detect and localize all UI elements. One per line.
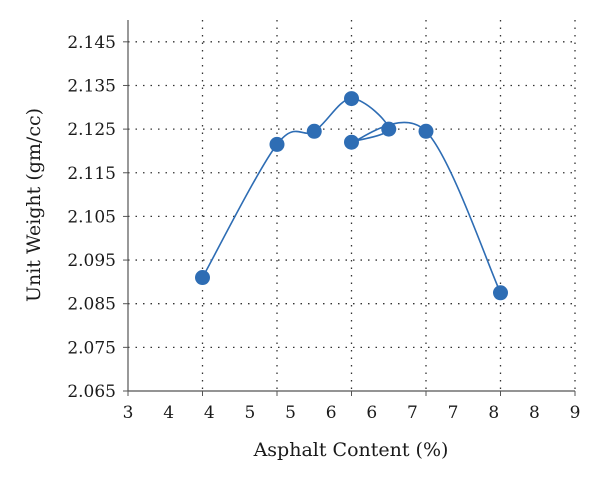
y-tick-label: 2.115 xyxy=(67,164,116,184)
y-tick-labels: 2.065 2.075 2.085 2.095 2.105 2.115 2.125 2.135… xyxy=(67,33,116,402)
x-tick-label: 3 xyxy=(123,403,134,423)
x-tick-label: 5 xyxy=(285,403,296,423)
axes-layer xyxy=(123,20,576,396)
data-point xyxy=(306,123,322,139)
x-tick-label: 5 xyxy=(244,403,255,423)
y-tick-label: 2.085 xyxy=(67,295,116,315)
series-line-layer xyxy=(201,97,502,294)
y-tick-label: 2.125 xyxy=(67,120,116,140)
data-point xyxy=(195,270,210,286)
data-point xyxy=(493,285,508,301)
x-tick-label: 8 xyxy=(529,403,540,423)
data-point xyxy=(344,91,359,107)
data-points xyxy=(195,91,508,301)
y-axis-title: Unit Weight (gm/cc) xyxy=(23,108,45,302)
x-tick-label: 6 xyxy=(326,403,337,423)
x-tick-label: 7 xyxy=(407,403,418,423)
y-tick-label: 2.075 xyxy=(67,338,116,358)
y-tick-label: 2.135 xyxy=(67,76,116,96)
y-tick-label: 2.095 xyxy=(67,251,116,271)
data-point xyxy=(269,136,285,152)
x-tick-label: 4 xyxy=(204,403,215,423)
y-tick-label: 2.145 xyxy=(67,33,116,53)
series-line xyxy=(201,97,502,294)
x-tick-label: 6 xyxy=(366,403,377,423)
x-tick-label: 8 xyxy=(488,403,499,423)
data-point xyxy=(418,123,434,139)
y-tick-label: 2.105 xyxy=(67,207,116,227)
data-point xyxy=(344,134,359,150)
grid-layer xyxy=(128,20,576,391)
x-axis-title: Asphalt Content (%) xyxy=(253,439,449,461)
data-point xyxy=(381,121,397,137)
x-tick-label: 4 xyxy=(163,403,174,423)
x-tick-label: 7 xyxy=(448,403,459,423)
x-tick-labels: 3 4 4 5 5 6 6 7 7 8 8 9 xyxy=(123,403,581,423)
y-tick-label: 2.065 xyxy=(67,382,116,402)
x-tick-label: 9 xyxy=(570,403,581,423)
